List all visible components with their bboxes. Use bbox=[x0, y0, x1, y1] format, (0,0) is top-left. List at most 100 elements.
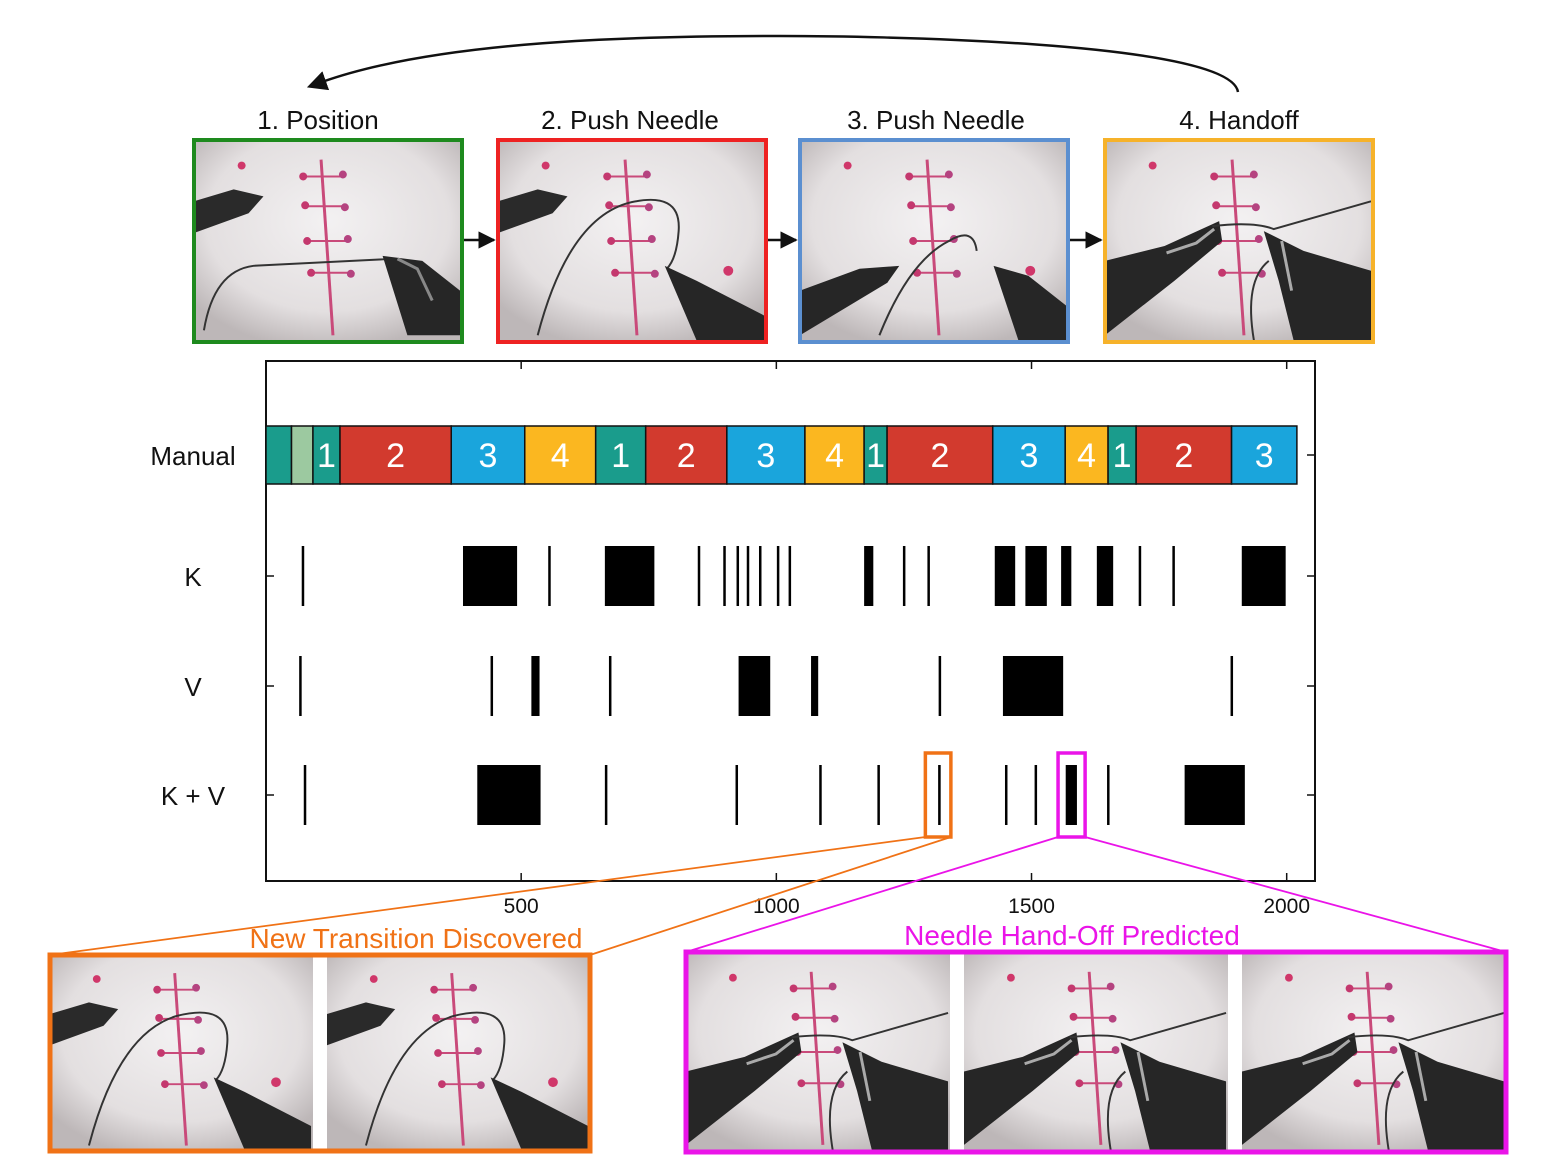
manual-segment-label: 3 bbox=[1255, 437, 1274, 475]
event-bar bbox=[1034, 765, 1038, 825]
manual-segment bbox=[594, 425, 647, 485]
event-bar bbox=[735, 765, 739, 825]
manual-segment bbox=[1107, 425, 1137, 485]
manual-segment-label: 1 bbox=[1113, 437, 1132, 475]
callout-frame-photo bbox=[327, 955, 590, 1151]
event-bar bbox=[938, 765, 941, 825]
event-bar bbox=[738, 656, 771, 716]
x-tick-label: 500 bbox=[504, 895, 539, 918]
row-label: K bbox=[184, 562, 202, 592]
manual-segment bbox=[726, 425, 806, 485]
highlight-box bbox=[923, 751, 953, 839]
event-bar bbox=[462, 546, 518, 606]
step-frame-border bbox=[496, 138, 768, 344]
event-bar bbox=[301, 546, 305, 606]
event-bar bbox=[1096, 546, 1114, 606]
manual-segment bbox=[312, 425, 341, 485]
manual-segment-label: 3 bbox=[1020, 437, 1039, 475]
callout-connector bbox=[49, 836, 926, 956]
event-bar bbox=[758, 546, 762, 606]
event-bar bbox=[1241, 546, 1286, 606]
manual-segment-label: 3 bbox=[756, 437, 775, 475]
event-bar bbox=[776, 546, 780, 606]
manual-segment bbox=[1064, 425, 1109, 485]
callout-frame-photo bbox=[686, 952, 950, 1152]
event-bar bbox=[864, 546, 874, 606]
step-label: 2. Push Needle bbox=[541, 105, 719, 135]
callout-frame-photo bbox=[1242, 952, 1506, 1152]
callout-frame-photo bbox=[964, 952, 1228, 1152]
event-bar bbox=[604, 546, 655, 606]
row-label: Manual bbox=[150, 441, 235, 471]
event-bar bbox=[788, 546, 792, 606]
callout-frame-photo bbox=[50, 955, 313, 1151]
event-bar bbox=[604, 765, 608, 825]
step-photo bbox=[800, 140, 1068, 342]
event-bar bbox=[490, 656, 494, 716]
manual-segment bbox=[290, 425, 314, 485]
manual-segment-label: 2 bbox=[930, 437, 949, 475]
callout-panel-border bbox=[683, 949, 1509, 1155]
manual-segment-label: 4 bbox=[551, 437, 570, 475]
event-bar bbox=[736, 546, 740, 606]
step-label: 3. Push Needle bbox=[847, 105, 1025, 135]
manual-segment bbox=[804, 425, 865, 485]
event-bar bbox=[927, 546, 930, 606]
step-label: 4. Handoff bbox=[1179, 105, 1299, 135]
event-bar bbox=[1230, 656, 1234, 716]
event-bar bbox=[299, 656, 302, 716]
callout-panels: New Transition Discovered Needle Hand-Off… bbox=[47, 836, 1509, 1155]
manual-segment-label: 1 bbox=[317, 437, 336, 475]
event-bar bbox=[477, 765, 541, 825]
event-bar bbox=[994, 546, 1016, 606]
manual-segment-label: 1 bbox=[866, 437, 885, 475]
plot-frame bbox=[265, 360, 1316, 882]
step-frame-border bbox=[192, 138, 464, 344]
manual-segment bbox=[886, 425, 994, 485]
event-bar bbox=[1172, 546, 1175, 606]
event-bar bbox=[902, 546, 906, 606]
manual-segment-label: 4 bbox=[825, 437, 844, 475]
manual-segment bbox=[644, 425, 728, 485]
callout-connector bbox=[1084, 836, 1507, 953]
event-bar bbox=[531, 656, 540, 716]
x-tick-label: 2000 bbox=[1263, 895, 1310, 918]
manual-segment-label: 2 bbox=[1174, 437, 1193, 475]
event-bar bbox=[1025, 546, 1047, 606]
event-bar bbox=[746, 546, 750, 606]
row-label: K + V bbox=[161, 781, 226, 811]
event-bar bbox=[877, 765, 880, 825]
event-bar bbox=[723, 546, 726, 606]
event-bar bbox=[819, 765, 822, 825]
manual-segment-label: 4 bbox=[1077, 437, 1096, 475]
manual-segment bbox=[265, 425, 293, 485]
manual-segment-label: 1 bbox=[611, 437, 630, 475]
callout-title: New Transition Discovered bbox=[249, 923, 582, 954]
event-bar bbox=[811, 656, 819, 716]
event-bar bbox=[548, 546, 551, 606]
manual-segment bbox=[523, 425, 597, 485]
manual-segment bbox=[1230, 425, 1298, 485]
highlight-box bbox=[1056, 751, 1087, 839]
step-photo bbox=[194, 140, 462, 342]
step-frames: 1. Position 2. Push Needle 3. Push Needle 4… bbox=[192, 105, 1375, 344]
manual-segment-label: 3 bbox=[479, 437, 498, 475]
manual-segment-label: 2 bbox=[677, 437, 696, 475]
event-bar bbox=[1002, 656, 1064, 716]
event-bar bbox=[1061, 546, 1072, 606]
event-bar bbox=[1184, 765, 1245, 825]
event-bar bbox=[608, 656, 612, 716]
step-photo bbox=[498, 140, 766, 342]
callout-panel-border bbox=[47, 952, 593, 1154]
event-bar bbox=[938, 656, 942, 716]
callout-title: Needle Hand-Off Predicted bbox=[904, 920, 1240, 951]
event-bar bbox=[1138, 546, 1142, 606]
step-label: 1. Position bbox=[257, 105, 378, 135]
row-label: V bbox=[184, 672, 202, 702]
step-frame-border bbox=[1103, 138, 1375, 344]
step-frame-border bbox=[798, 138, 1070, 344]
manual-segment-label: 2 bbox=[386, 437, 405, 475]
x-tick-label: 1500 bbox=[1008, 895, 1055, 918]
